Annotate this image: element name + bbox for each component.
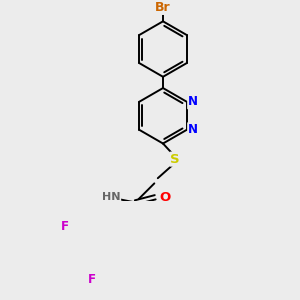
Text: O: O xyxy=(159,191,170,204)
Text: HN: HN xyxy=(102,192,120,202)
Text: N: N xyxy=(188,95,198,108)
Text: Br: Br xyxy=(155,1,171,14)
Text: N: N xyxy=(188,123,198,136)
Text: S: S xyxy=(170,153,180,166)
Text: F: F xyxy=(88,273,96,286)
Text: F: F xyxy=(61,220,69,233)
